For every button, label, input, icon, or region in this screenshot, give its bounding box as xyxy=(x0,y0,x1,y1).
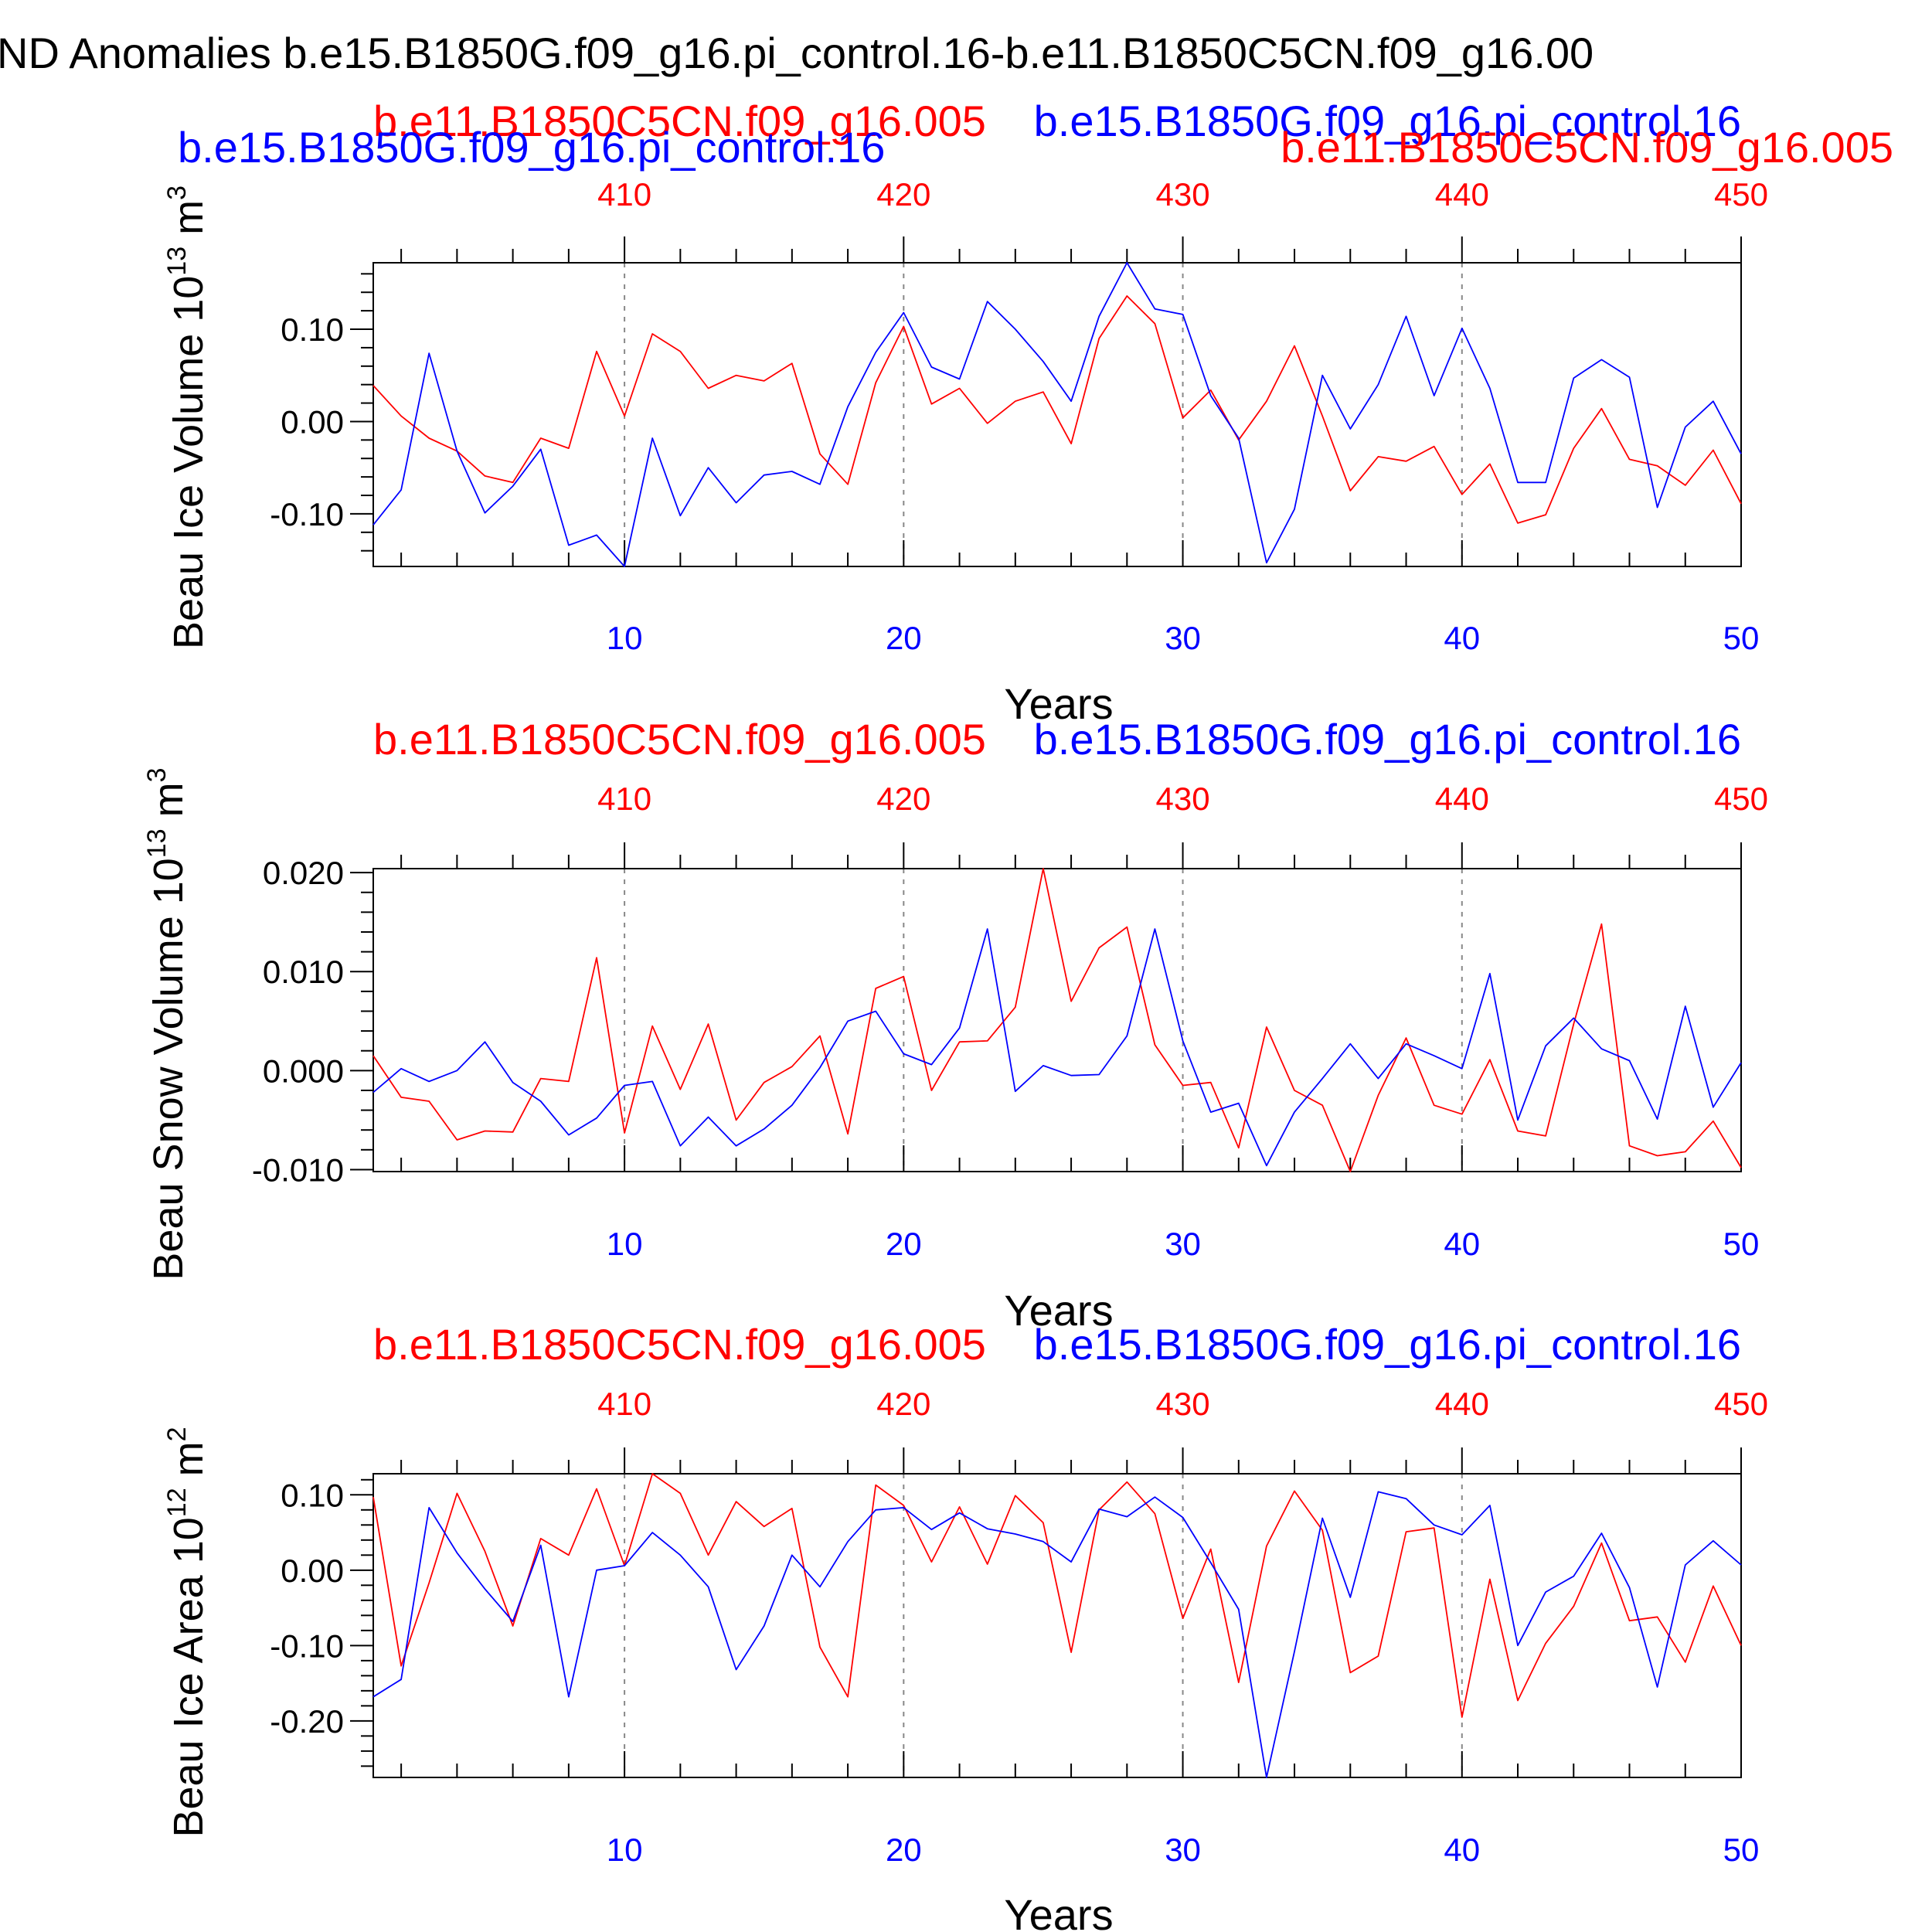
red-series-line xyxy=(372,1473,1742,1718)
x-tick-label-top: 430 xyxy=(1156,1386,1210,1422)
x-tick-label-bottom: 40 xyxy=(1444,1226,1480,1262)
red-series-line xyxy=(372,295,1742,524)
red-series-title: b.e11.B1850C5CN.f09_g16.005 xyxy=(373,97,986,145)
y-tick-label: -0.10 xyxy=(270,1628,344,1664)
x-tick-label-bottom: 10 xyxy=(607,1226,643,1262)
x-tick-label-top: 450 xyxy=(1714,1386,1768,1422)
x-tick-label-bottom: 30 xyxy=(1165,1832,1201,1868)
x-tick-label-top: 430 xyxy=(1156,176,1210,213)
blue-series-title-left: b.e15.B1850G.f09_g16.pi_control.16 xyxy=(178,123,885,172)
y-axis-label: Beau Ice Area 1012 m2 xyxy=(162,1427,212,1837)
x-tick-label-top: 440 xyxy=(1435,781,1489,817)
main-title: ND Anomalies b.e15.B1850G.f09_g16.pi_con… xyxy=(0,29,1594,77)
y-tick-label: 0.010 xyxy=(263,954,344,990)
x-tick-label-top: 430 xyxy=(1156,781,1210,817)
x-tick-label-bottom: 20 xyxy=(886,620,922,656)
x-tick-label-bottom: 20 xyxy=(886,1832,922,1868)
blue-series-title: b.e15.B1850G.f09_g16.pi_control.16 xyxy=(1034,1320,1741,1369)
y-tick-label: -0.010 xyxy=(252,1151,344,1188)
y-tick-label: 0.000 xyxy=(263,1053,344,1089)
x-tick-label-bottom: 40 xyxy=(1444,1832,1480,1868)
x-tick-label-top: 420 xyxy=(876,1386,930,1422)
panel-3: b.e11.B1850C5CN.f09_g16.005 b.e15.B1850G.… xyxy=(162,1320,1768,1932)
x-tick-label-bottom: 50 xyxy=(1723,620,1760,656)
panel-1: b.e11.B1850C5CN.f09_g16.005 b.e15.B1850G.… xyxy=(162,97,1893,728)
y-tick-label: 0.00 xyxy=(281,403,344,440)
x-tick-label-bottom: 10 xyxy=(607,620,643,656)
red-series-line xyxy=(372,868,1742,1172)
x-axis-label: Years xyxy=(1004,1286,1113,1335)
x-tick-label-top: 440 xyxy=(1435,176,1489,213)
x-tick-label-top: 420 xyxy=(876,781,930,817)
blue-series-line xyxy=(372,262,1742,567)
blue-series-title: b.e15.B1850G.f09_g16.pi_control.16 xyxy=(1034,97,1741,145)
blue-series-line xyxy=(372,928,1742,1167)
x-tick-label-top: 420 xyxy=(876,176,930,213)
x-axis-label: Years xyxy=(1004,679,1113,728)
red-series-title: b.e11.B1850C5CN.f09_g16.005 xyxy=(373,715,986,764)
x-tick-label-bottom: 30 xyxy=(1165,620,1201,656)
x-tick-label-top: 410 xyxy=(597,1386,651,1422)
y-tick-label: 0.020 xyxy=(263,855,344,891)
x-tick-label-top: 450 xyxy=(1714,781,1768,817)
panel-2: b.e11.B1850C5CN.f09_g16.005 b.e15.B1850G.… xyxy=(142,715,1768,1335)
x-tick-label-top: 450 xyxy=(1714,176,1768,213)
blue-series-line xyxy=(372,1491,1742,1778)
plot-frame xyxy=(372,868,1742,1172)
x-tick-label-bottom: 50 xyxy=(1723,1226,1760,1262)
plot-frame xyxy=(372,1473,1742,1778)
x-tick-label-top: 410 xyxy=(597,176,651,213)
x-tick-label-bottom: 20 xyxy=(886,1226,922,1262)
blue-series-title: b.e15.B1850G.f09_g16.pi_control.16 xyxy=(1034,715,1741,764)
plot-frame xyxy=(372,262,1742,567)
y-tick-label: -0.20 xyxy=(270,1703,344,1740)
x-axis-label: Years xyxy=(1004,1890,1113,1932)
x-tick-label-bottom: 50 xyxy=(1723,1832,1760,1868)
x-tick-label-top: 410 xyxy=(597,781,651,817)
y-axis-label: Beau Ice Volume 1013 m3 xyxy=(162,185,212,649)
x-tick-label-bottom: 30 xyxy=(1165,1226,1201,1262)
x-tick-label-top: 440 xyxy=(1435,1386,1489,1422)
y-tick-label: 0.10 xyxy=(281,311,344,348)
red-series-title-right: b.e11.B1850C5CN.f09_g16.005 xyxy=(1281,123,1893,172)
y-axis-label: Beau Snow Volume 1013 m3 xyxy=(142,767,192,1280)
y-tick-label: -0.10 xyxy=(270,496,344,532)
red-series-title: b.e11.B1850C5CN.f09_g16.005 xyxy=(373,1320,986,1369)
x-tick-label-bottom: 40 xyxy=(1444,620,1480,656)
x-tick-label-bottom: 10 xyxy=(607,1832,643,1868)
y-tick-label: 0.00 xyxy=(281,1553,344,1589)
y-tick-label: 0.10 xyxy=(281,1477,344,1513)
